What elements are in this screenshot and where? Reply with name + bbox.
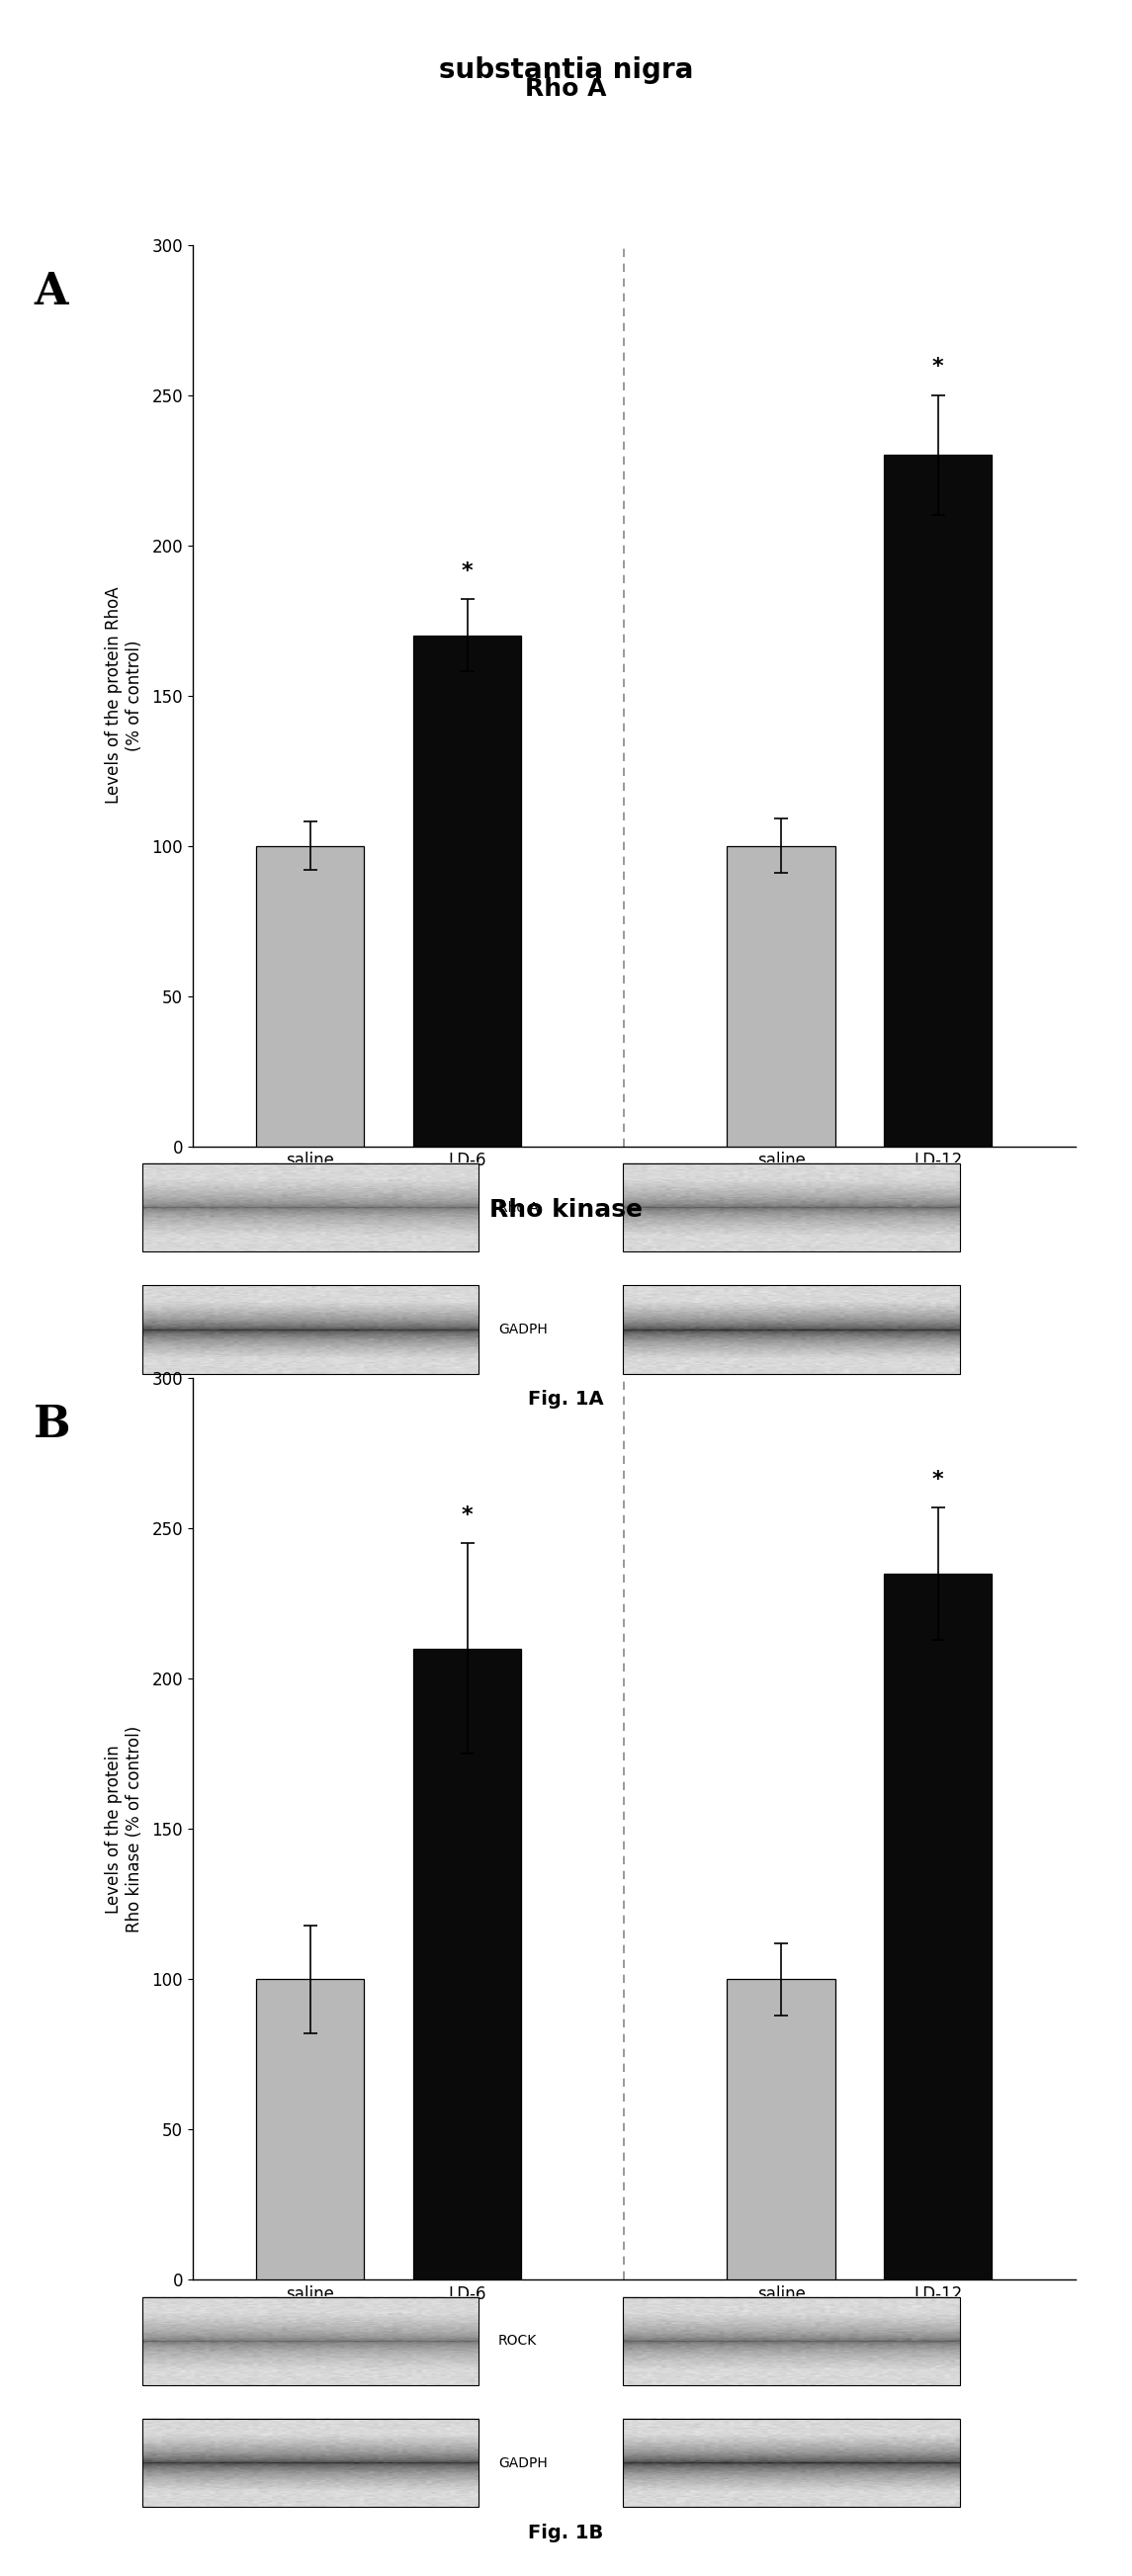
Bar (727, 1978, 835, 2280)
Y-axis label: Levels of the protein
Rho kinase (% of control): Levels of the protein Rho kinase (% of c… (105, 1726, 144, 1932)
Text: *: * (933, 1468, 944, 1489)
Text: *: * (462, 562, 473, 582)
Bar (623, 2298, 960, 2385)
Bar (256, 1978, 365, 2280)
Bar (143, 1285, 479, 1373)
Bar (727, 845, 835, 1146)
Bar (623, 1285, 960, 1373)
Text: GADPH: GADPH (498, 2455, 547, 2470)
Bar (884, 1574, 992, 2280)
Bar (143, 2419, 479, 2506)
Bar (623, 2419, 960, 2506)
Text: Fig. 1A: Fig. 1A (529, 1391, 603, 1409)
Text: Rho kinase: Rho kinase (489, 1198, 643, 1221)
Y-axis label: Levels of the protein RhoA
(% of control): Levels of the protein RhoA (% of control… (105, 587, 144, 804)
Text: Rho A: Rho A (498, 1200, 539, 1216)
Bar (143, 2298, 479, 2385)
Text: *: * (462, 1504, 473, 1525)
Bar (413, 1649, 521, 2280)
Text: Fig. 1B: Fig. 1B (529, 2524, 603, 2543)
Text: GADPH: GADPH (498, 1321, 547, 1337)
Bar (623, 1164, 960, 1252)
Bar (143, 1164, 479, 1252)
Text: ROCK: ROCK (498, 2334, 537, 2349)
Text: A: A (34, 270, 68, 314)
Text: B: B (34, 1404, 71, 1448)
Text: substantia nigra: substantia nigra (439, 57, 693, 85)
Text: *: * (933, 358, 944, 376)
Bar (884, 456, 992, 1146)
Bar (256, 845, 365, 1146)
Text: Rho A: Rho A (525, 77, 607, 100)
Bar (413, 636, 521, 1146)
